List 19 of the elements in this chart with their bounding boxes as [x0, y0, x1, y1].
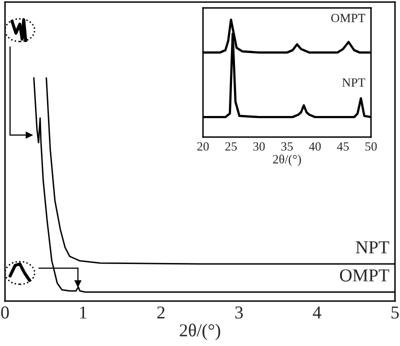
- x-tick-label: 45: [336, 142, 349, 151]
- x-tick-label: 2: [157, 306, 165, 318]
- x-tick-label: 50: [365, 142, 377, 151]
- x-axis-title: 2θ/(°): [180, 324, 220, 340]
- x-tick-label: 0: [1, 306, 9, 319]
- x-tick-label: 3: [235, 306, 243, 319]
- x-axis-title: 2θ/(°): [273, 154, 301, 166]
- x-tick-label: 30: [253, 142, 265, 151]
- x-tick-label: 1: [80, 306, 86, 318]
- x-tick-label: 5: [392, 306, 399, 319]
- x-tick-label: 40: [308, 142, 321, 151]
- x-tick-label: 35: [281, 142, 293, 151]
- series-label: OMPT: [340, 269, 390, 282]
- series-label: OMPT: [331, 14, 366, 22]
- series-label: NPT: [356, 241, 390, 254]
- x-tick-label: 20: [197, 142, 209, 151]
- x-tick-label: 4: [312, 306, 322, 318]
- series-label: NPT: [342, 78, 366, 87]
- x-tick-label: 25: [225, 142, 237, 151]
